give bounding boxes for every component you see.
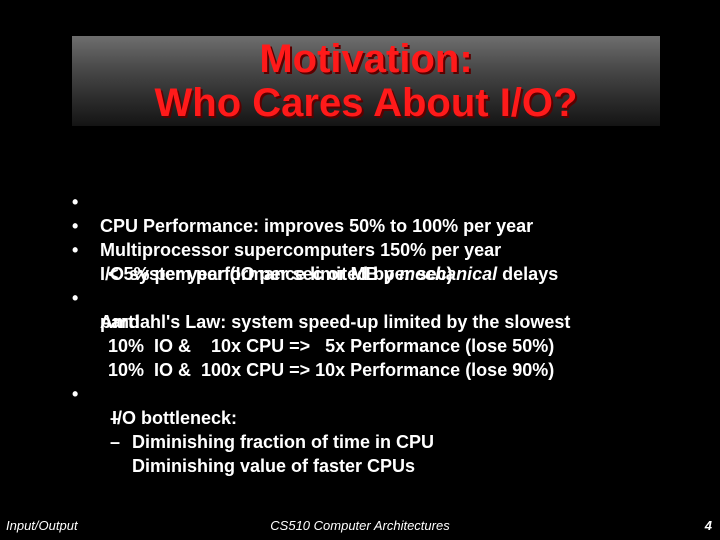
footer-section-label: Input/Output xyxy=(6,518,78,533)
footer-course-title: CS510 Computer Architectures xyxy=(270,518,450,533)
title-line-1: Motivation: xyxy=(259,37,473,81)
sub-bullet-item: – Diminishing fraction of time in CPU xyxy=(72,382,672,452)
sub-bullet-text: Diminishing fraction of time in CPU xyxy=(132,432,435,452)
bullet-text-emphasis: mechanical xyxy=(399,264,498,284)
page-number: 4 xyxy=(704,518,712,533)
bullet-item: • I/O system performance limited by mech… xyxy=(72,214,672,284)
bullet-text: I/O bottleneck: xyxy=(112,408,238,428)
slide-body: • CPU Performance: improves 50% to 100% … xyxy=(72,166,672,476)
bullet-text-part: delays xyxy=(497,264,559,284)
example-text: 10% IO & 100x CPU => 10x Performance (lo… xyxy=(108,360,555,380)
bullet-text: Multiprocessor supercomputers 150% per y… xyxy=(100,240,502,260)
bullet-continuation: part! xyxy=(72,286,672,332)
slide-title: Motivation: Who Cares About I/O? xyxy=(72,36,660,126)
bullet-item: • Multiprocessor supercomputers 150% per… xyxy=(72,190,672,260)
bullet-icon: • xyxy=(72,192,79,212)
bullet-icon: • xyxy=(72,240,79,260)
bullet-text: part! xyxy=(100,312,140,332)
bullet-text-part: I/O system performance limited by xyxy=(100,264,400,284)
title-line-2: Who Cares About I/O? xyxy=(154,81,578,125)
example-line: 10% IO & 100x CPU => 10x Performance (lo… xyxy=(72,334,672,380)
bullet-text: Amdahl's Law: system speed-up limited by… xyxy=(100,312,571,332)
bullet-continuation: < 5% per year (IO per sec or MB per sec) xyxy=(72,238,672,284)
example-text: 10% IO & 10x CPU => 5x Performance (lose… xyxy=(108,336,555,356)
bullet-text: < 5% per year (IO per sec or MB per sec) xyxy=(108,264,453,284)
bullet-icon: • xyxy=(72,288,79,308)
bullet-icon: • xyxy=(72,216,79,236)
bullet-item: • Amdahl's Law: system speed-up limited … xyxy=(72,262,672,332)
bullet-item: • I/O bottleneck: xyxy=(72,358,672,428)
sub-bullet-item: – Diminishing value of faster CPUs xyxy=(72,406,672,476)
bullet-icon: • xyxy=(72,384,79,404)
dash-icon: – xyxy=(110,432,121,452)
bullet-text: CPU Performance: improves 50% to 100% pe… xyxy=(100,216,534,236)
dash-icon: – xyxy=(110,408,121,428)
bullet-text: I/O system performance limited by mechan… xyxy=(100,262,558,286)
bullet-item: • CPU Performance: improves 50% to 100% … xyxy=(72,166,672,236)
example-line: 10% IO & 10x CPU => 5x Performance (lose… xyxy=(72,310,672,356)
sub-bullet-text: Diminishing value of faster CPUs xyxy=(132,456,416,476)
